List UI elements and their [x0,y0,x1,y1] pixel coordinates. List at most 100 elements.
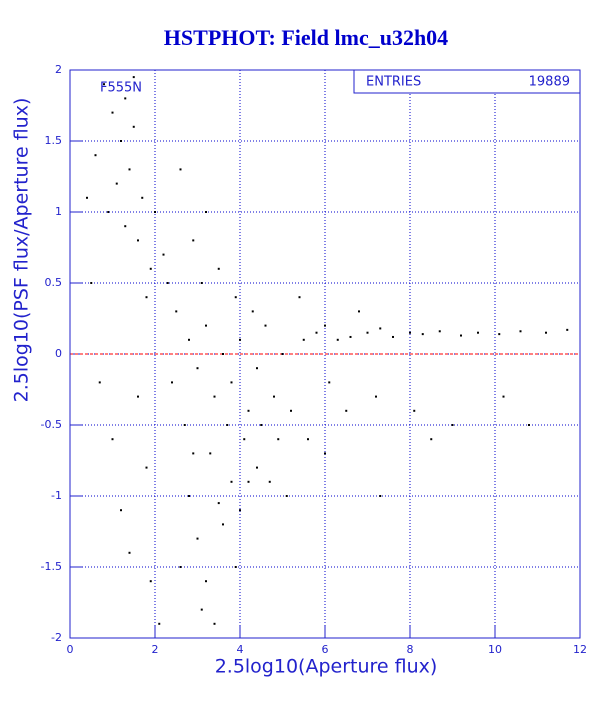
point [256,367,258,370]
point [94,154,97,157]
x-tick-label: 8 [407,643,414,656]
point [137,395,139,398]
point [239,509,241,512]
point [158,622,161,625]
point [217,267,220,270]
point [336,338,339,341]
point [451,424,454,426]
point [519,330,522,333]
point [379,327,382,330]
point [120,140,122,142]
point [345,409,348,412]
point [281,353,284,355]
point [120,509,122,512]
point [132,125,135,128]
point [328,381,331,384]
point [324,324,326,327]
point [192,239,195,242]
y-tick-label: 1 [55,205,62,218]
x-tick-label: 4 [237,643,244,656]
point [111,438,114,441]
y-tick-label: 0 [55,347,62,360]
point [137,239,139,242]
point [366,331,369,334]
point [205,580,207,583]
point [298,296,301,299]
point [477,331,479,334]
point [243,438,246,441]
point [162,253,165,256]
point [430,438,433,441]
point [251,310,254,313]
point [103,83,105,86]
point [277,438,280,441]
point [349,335,352,338]
point [205,211,207,213]
point [98,381,101,384]
point [115,182,118,185]
point [315,331,318,334]
y-tick-label: 1.5 [45,134,63,147]
x-tick-label: 2 [152,643,159,656]
point [247,480,250,483]
point [183,424,186,426]
point [145,466,148,469]
point [438,330,441,333]
stats-label: ENTRIES [366,75,421,90]
point [302,338,305,341]
stats-value: 19889 [529,75,570,90]
point [498,333,501,336]
point [200,282,203,284]
point [324,452,326,455]
point [528,424,530,426]
point [111,111,114,114]
x-axis-label: 2.5log10(Aperture flux) [215,656,438,678]
point [154,211,156,213]
y-tick-label: -1 [51,489,62,502]
point [307,438,309,441]
point [141,196,144,199]
point [124,97,127,100]
point [200,608,203,611]
point [358,310,360,313]
y-tick-label: -0.5 [41,418,62,431]
y-tick-label: -1.5 [41,560,62,573]
point [222,353,224,355]
point [230,381,233,384]
point [460,334,462,337]
y-tick-label: 2 [55,63,62,76]
point [290,409,292,412]
point [171,381,173,384]
point [256,466,258,469]
point [264,324,267,327]
point [128,168,131,171]
point [175,310,178,313]
point [188,338,190,341]
point [145,296,148,299]
point [502,395,505,398]
point [188,495,190,497]
point [149,580,152,583]
point [149,267,152,270]
point [179,566,182,568]
point [375,395,377,398]
annotation: F555N [100,81,142,96]
point [107,211,110,213]
point [196,367,199,370]
x-tick-label: 0 [67,643,74,656]
point [213,622,216,625]
point [90,282,93,284]
x-tick-label: 10 [488,643,502,656]
point [166,282,169,284]
point [128,551,131,554]
y-tick-label: 0.5 [45,276,63,289]
point [247,409,250,412]
y-axis-label: 2.5log10(PSF flux/Aperture flux) [11,98,33,403]
point [234,566,237,568]
point [285,495,288,497]
point [273,395,275,398]
point [260,424,263,426]
point [392,335,394,338]
